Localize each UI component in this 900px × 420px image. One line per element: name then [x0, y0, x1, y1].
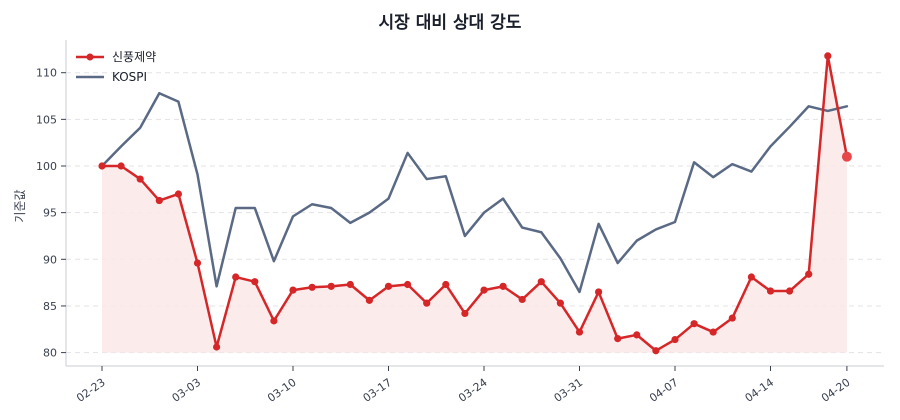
data-point-marker [709, 328, 717, 336]
data-point-marker [747, 273, 756, 281]
x-tick-label: 03-24 [456, 376, 490, 405]
data-point-marker [671, 335, 679, 344]
y-tick-label: 105 [36, 113, 57, 126]
data-point-marker [786, 287, 794, 295]
series-lines [98, 52, 852, 355]
data-point-marker [346, 280, 354, 289]
x-tick-label: 03-10 [265, 376, 299, 405]
data-point-marker [174, 190, 182, 198]
data-point-marker [251, 278, 259, 286]
x-tick-label: 03-17 [361, 376, 395, 405]
data-point-marker [824, 52, 832, 60]
data-point-marker [270, 317, 278, 325]
data-point-marker [728, 314, 736, 322]
y-tick-label: 110 [36, 67, 57, 80]
data-point-marker [232, 273, 240, 281]
legend-label: 신풍제약 [112, 49, 156, 64]
data-point-marker [365, 296, 373, 304]
data-point-marker [805, 270, 813, 278]
latest-point-marker [841, 151, 852, 162]
data-point-marker [384, 282, 393, 290]
y-tick-label: 80 [43, 347, 57, 360]
data-point-marker [289, 286, 297, 294]
data-point-marker [155, 196, 163, 205]
data-point-marker [499, 282, 507, 290]
data-point-marker [614, 335, 622, 343]
x-tick-label: 02-23 [74, 376, 108, 405]
data-point-marker [193, 259, 202, 267]
x-tick-label: 03-31 [552, 376, 586, 405]
data-point-marker [690, 320, 698, 328]
y-axis-label: 기준값 [13, 189, 27, 222]
legend-item-shinpoong: 신풍제약 [76, 49, 156, 64]
kospi-line [100, 91, 849, 294]
data-point-marker [442, 280, 450, 289]
y-tick-label: 90 [43, 253, 57, 266]
data-point-marker [766, 287, 775, 295]
x-axis-ticks: 02-23 03-03 03-10 03-17 03-24 03-31 04-07 04-14… [74, 366, 853, 405]
data-point-marker [461, 309, 469, 318]
data-point-marker [327, 282, 335, 290]
area-fill [102, 55, 847, 353]
data-point-marker [117, 162, 125, 170]
data-point-marker [213, 343, 221, 351]
chart-title: 시장 대비 상대 강도 [379, 13, 522, 33]
data-point-marker [404, 280, 412, 289]
data-point-marker [652, 347, 660, 355]
data-point-marker [480, 286, 488, 294]
data-point-marker [423, 299, 431, 307]
x-tick-label: 04-20 [819, 376, 853, 405]
data-point-marker [308, 283, 316, 291]
legend-circle-marker-icon [86, 53, 94, 61]
legend-item-kospi: KOSPI [76, 70, 147, 84]
legend-label: KOSPI [112, 70, 147, 84]
data-point-marker [575, 328, 584, 336]
shinpoong-area-fill [102, 55, 847, 353]
data-point-marker [633, 331, 641, 339]
y-tick-label: 100 [36, 160, 57, 173]
y-tick-label: 85 [43, 300, 57, 313]
data-point-marker [537, 278, 545, 286]
data-point-marker [518, 295, 526, 304]
y-axis-ticks: 80 85 90 95 100 105 110 [36, 67, 66, 360]
shinpoong-line [100, 54, 849, 352]
data-point-marker [556, 299, 565, 307]
y-tick-label: 95 [43, 207, 57, 220]
data-point-marker [98, 162, 106, 170]
x-tick-label: 04-07 [647, 376, 681, 405]
data-point-marker [136, 175, 144, 183]
data-point-marker [595, 288, 603, 296]
x-tick-label: 04-14 [743, 376, 777, 405]
legend: 신풍제약 KOSPI [76, 49, 156, 84]
x-tick-label: 03-03 [170, 376, 204, 405]
